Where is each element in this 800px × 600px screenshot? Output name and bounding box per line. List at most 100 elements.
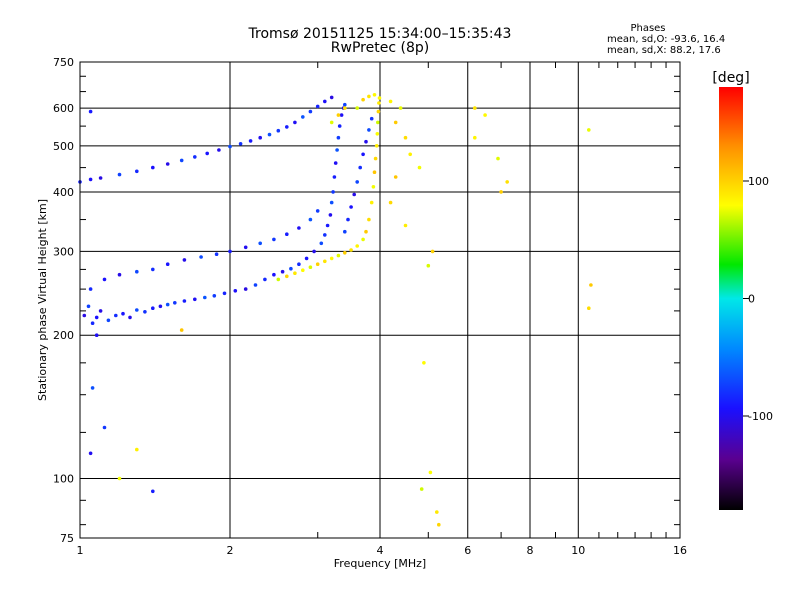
data-point-x [343,251,347,255]
data-point-o [335,148,339,152]
data-point-o [355,180,360,184]
data-point-o [329,200,334,205]
y-tick-label: 500 [53,140,74,153]
data-point-o [179,158,184,163]
y-tick-label: 75 [60,532,74,545]
data-point-o [331,190,335,194]
data-point-o [312,249,316,254]
data-point-o [323,99,327,104]
data-point-o [315,104,320,109]
y-tick-label: 300 [53,245,74,258]
data-point-x [587,128,591,132]
data-point-o [222,291,227,296]
x-tick-label: 2 [227,544,234,557]
data-point-o [297,226,301,230]
phases-title: Phases [630,23,665,34]
data-point-x [496,156,500,161]
data-point-o [90,321,95,326]
data-point-x [375,132,380,136]
data-point-x [361,237,365,242]
data-point-x [505,180,510,184]
x-tick-label: 1 [77,544,84,557]
data-point-o [369,116,374,121]
data-point-o [243,287,248,291]
data-point-o [289,266,293,271]
x-tick-label: 10 [571,544,585,557]
data-point-o [315,209,320,213]
data-point-o [114,313,118,318]
data-point-x [336,253,341,258]
data-point-x [364,229,368,234]
colorbar [719,87,743,510]
data-point-o [267,132,272,137]
data-point-o [88,287,93,291]
data-point-o [151,306,155,311]
chart-subtitle: RwPretec (8p) [331,40,429,56]
data-point-x [376,109,381,114]
data-point-o [90,386,95,390]
data-point-x [276,277,281,282]
x-tick-label: 16 [673,544,687,557]
data-point-o [272,237,276,242]
data-point-o [135,269,139,274]
data-point-o [165,262,170,267]
data-point-o [328,213,333,217]
data-point-o [82,313,87,318]
data-point-o [238,142,243,146]
data-point-x [372,93,377,97]
data-point-o [102,277,107,282]
data-point-x [372,170,377,174]
data-point-x [285,274,289,279]
data-point-x [499,190,503,194]
data-point-o [349,205,353,209]
data-point-o [151,165,155,170]
data-point-o [88,177,93,182]
data-point-x [430,249,435,254]
data-point-x [417,165,422,170]
phases-o-stats: mean, sd,O: -93.6, 16.4 [607,34,725,45]
data-point-o [343,229,347,234]
data-point-o [151,489,155,494]
y-tick-label: 100 [53,473,74,486]
data-point-o [203,295,207,300]
colorbar-tick-label: 100 [748,175,769,188]
data-point-x [376,120,380,125]
data-point-x [293,271,297,276]
data-point-x [473,106,477,110]
data-point-x [371,185,376,189]
grid-lines [80,62,680,538]
data-point-o [343,102,347,107]
data-point-o [117,172,122,177]
data-point-x [367,94,371,99]
data-point-x [388,99,393,104]
data-point-x [361,97,365,102]
data-point-o [102,425,107,430]
data-point-x [422,361,426,365]
data-point-x [377,101,381,105]
data-point-x [426,263,431,268]
data-point-o [337,124,342,128]
data-point-o [332,175,337,179]
data-points [78,93,593,527]
data-point-o [233,289,238,293]
data-point-x [179,328,184,332]
data-point-o [339,113,344,117]
y-tick-label: 600 [53,102,74,115]
data-point-o [285,125,289,129]
data-point-o [165,162,170,166]
data-point-o [361,152,365,157]
data-point-o [243,245,248,250]
y-axis-label: Stationary phase Virtual Height [km] [36,199,49,401]
data-point-x [398,106,403,110]
data-point-x [355,244,360,248]
data-point-o [193,155,197,159]
data-point-o [364,139,368,144]
data-point-o [212,294,217,298]
data-point-o [98,176,103,180]
data-point-x [589,283,593,287]
colorbar-ticks: 100 0 -100 [743,175,773,423]
data-point-o [228,249,232,254]
data-point-x [308,265,313,270]
data-point-x [435,510,439,514]
